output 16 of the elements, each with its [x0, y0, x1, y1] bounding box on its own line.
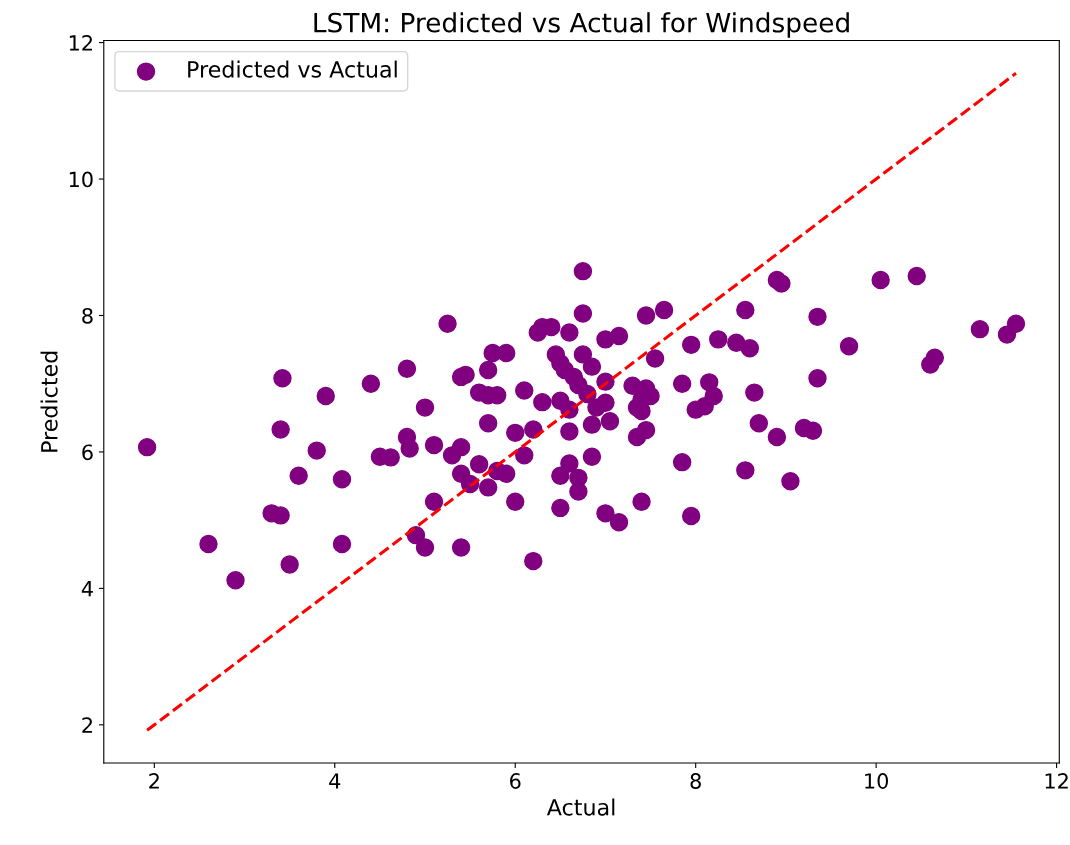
x-tick-label: 2: [149, 773, 159, 789]
x-axis-title: Actual: [546, 798, 615, 816]
x-tick-label: 8: [690, 773, 701, 789]
chart-title: LSTM: Predicted vs Actual for Windspeed: [314, 12, 849, 38]
y-tick-label: 4: [81, 581, 93, 597]
y-tick-label: 10: [69, 171, 93, 188]
y-tick-label: 8: [82, 307, 93, 324]
y-tick-label: 12: [69, 35, 92, 51]
y-tick-label: 2: [82, 717, 92, 733]
legend-label: Predicted vs Actual: [188, 60, 397, 78]
y-tick-label: 6: [82, 444, 93, 461]
x-tick-label: 10: [865, 773, 889, 789]
x-tick-label: 4: [329, 773, 341, 789]
x-tick-label: 6: [510, 773, 521, 789]
x-tick-label: 12: [1045, 773, 1068, 789]
y-axis-title: Predicted: [40, 351, 58, 452]
